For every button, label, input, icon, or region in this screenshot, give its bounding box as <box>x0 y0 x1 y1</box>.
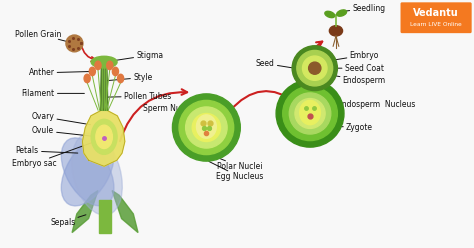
Text: Vedantu: Vedantu <box>413 8 459 18</box>
Ellipse shape <box>61 138 114 206</box>
Text: Petals: Petals <box>16 146 78 155</box>
Ellipse shape <box>95 61 101 70</box>
Text: Learn LIVE Online: Learn LIVE Online <box>410 22 462 27</box>
Ellipse shape <box>112 67 118 76</box>
Text: Polar Nuclei: Polar Nuclei <box>209 154 262 171</box>
Circle shape <box>66 35 83 52</box>
Ellipse shape <box>61 138 114 206</box>
Ellipse shape <box>107 61 113 70</box>
Ellipse shape <box>72 133 122 215</box>
Text: Ovary: Ovary <box>31 112 91 125</box>
Ellipse shape <box>329 26 343 36</box>
Text: Filament: Filament <box>22 89 84 98</box>
FancyBboxPatch shape <box>401 2 472 33</box>
Text: Embryo sac: Embryo sac <box>12 139 101 168</box>
Text: Pollen Tubes: Pollen Tubes <box>108 92 171 101</box>
Ellipse shape <box>337 10 346 16</box>
Circle shape <box>295 98 325 128</box>
Polygon shape <box>72 190 98 233</box>
Text: Embryo: Embryo <box>324 51 379 62</box>
Circle shape <box>179 100 234 155</box>
Circle shape <box>173 94 240 161</box>
Text: Pollen Grain: Pollen Grain <box>15 30 72 43</box>
Ellipse shape <box>197 115 216 138</box>
Circle shape <box>289 93 331 134</box>
Ellipse shape <box>118 74 124 83</box>
Text: Style: Style <box>108 73 152 82</box>
Text: Seed Coat: Seed Coat <box>337 64 384 73</box>
Text: Endosperm: Endosperm <box>332 75 386 85</box>
Polygon shape <box>100 67 108 110</box>
Text: Zygote: Zygote <box>313 123 373 132</box>
Text: Stigma: Stigma <box>107 51 164 62</box>
Ellipse shape <box>89 67 95 76</box>
Text: Seedling: Seedling <box>339 4 385 13</box>
Ellipse shape <box>84 74 90 83</box>
Circle shape <box>186 107 227 148</box>
Circle shape <box>302 56 327 80</box>
Text: Egg Nucleus: Egg Nucleus <box>209 161 263 181</box>
Circle shape <box>297 50 333 86</box>
Text: Anther: Anther <box>28 68 90 77</box>
Text: Endosperm  Nucleus: Endosperm Nucleus <box>317 100 415 109</box>
Circle shape <box>309 62 321 74</box>
Text: Ovule: Ovule <box>32 126 95 137</box>
Circle shape <box>192 114 220 142</box>
Circle shape <box>276 80 344 147</box>
Polygon shape <box>112 190 138 233</box>
Circle shape <box>283 86 337 141</box>
Ellipse shape <box>96 125 112 149</box>
Circle shape <box>292 46 337 91</box>
Ellipse shape <box>91 119 117 154</box>
Text: Sepals: Sepals <box>50 215 86 227</box>
Text: Sperm Nuclei: Sperm Nuclei <box>143 104 199 122</box>
Ellipse shape <box>325 11 335 18</box>
Text: Seed: Seed <box>256 59 292 68</box>
Ellipse shape <box>91 56 117 68</box>
Polygon shape <box>100 200 111 233</box>
Polygon shape <box>82 109 125 166</box>
Ellipse shape <box>300 100 320 125</box>
